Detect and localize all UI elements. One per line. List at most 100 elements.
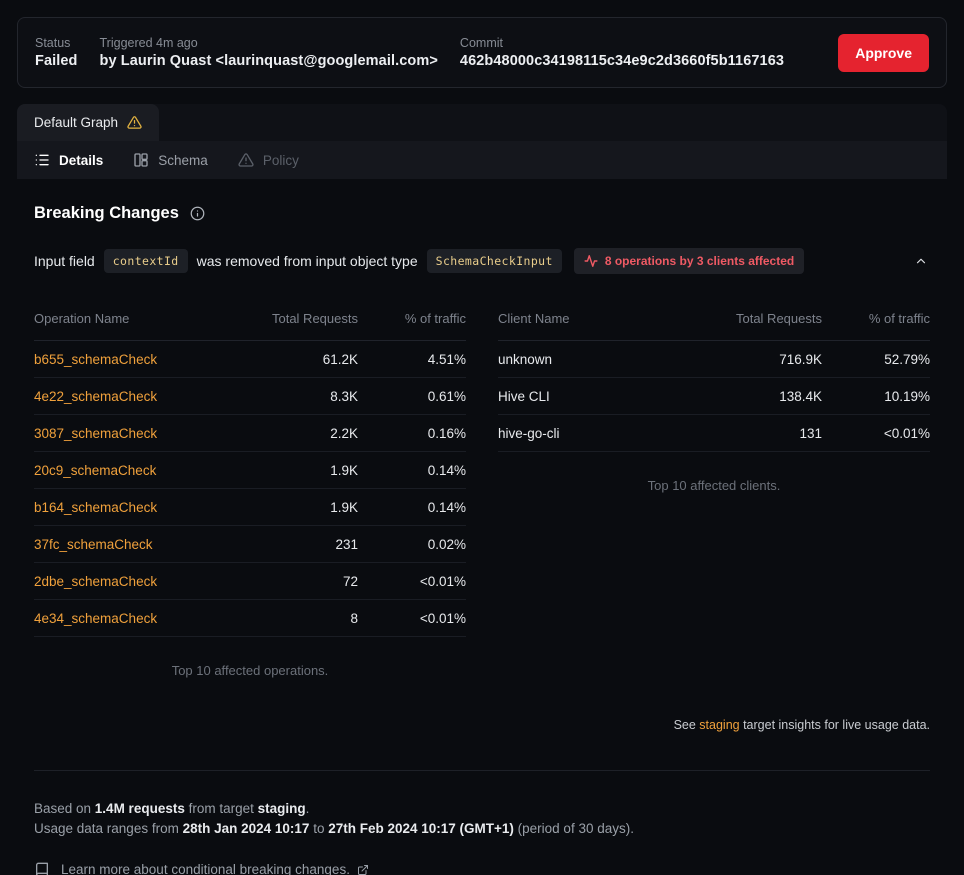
tab-policy-label: Policy: [262, 152, 299, 168]
operations-col-header-requests: Total Requests: [228, 299, 358, 341]
approve-button[interactable]: Approve: [838, 33, 929, 72]
client-name: unknown: [498, 340, 693, 378]
warning-triangle-icon: [127, 115, 142, 130]
content-divider: [34, 770, 930, 771]
operation-traffic: <0.01%: [357, 562, 466, 600]
tab-details[interactable]: Details: [34, 152, 103, 168]
affected-operations-badge: 8 operations by 3 clients affected: [573, 248, 805, 274]
tab-schema-label: Schema: [158, 152, 208, 168]
operation-requests: 1.9K: [228, 488, 358, 526]
operation-link[interactable]: 4e34_schemaCheck: [34, 610, 158, 626]
tab-default-graph[interactable]: Default Graph: [17, 104, 160, 141]
check-panel: Default Graph Details Schema: [17, 104, 947, 875]
table-row: hive-go-cli 131 <0.01%: [498, 414, 930, 452]
operation-link[interactable]: 2dbe_schemaCheck: [34, 573, 158, 589]
graph-tab-label: Default Graph: [34, 115, 119, 130]
usage-footer: Based on 1.4M requests from target stagi…: [34, 799, 930, 875]
operation-link[interactable]: b655_schemaCheck: [34, 351, 158, 367]
affected-tables: Operation Name Total Requests % of traff…: [34, 299, 930, 678]
info-icon[interactable]: [190, 206, 205, 221]
operations-table: Operation Name Total Requests % of traff…: [34, 299, 466, 637]
details-content: Breaking Changes Input field contextId w…: [17, 204, 947, 875]
warning-triangle-icon: [238, 152, 254, 168]
table-row: b164_schemaCheck 1.9K 0.14%: [34, 488, 466, 526]
operation-traffic: 0.16%: [357, 414, 466, 452]
operation-requests: 72: [228, 562, 358, 600]
breaking-changes-title: Breaking Changes: [34, 204, 179, 222]
operation-traffic: <0.01%: [357, 599, 466, 637]
client-requests: 131: [692, 414, 822, 452]
based-on-line: Based on 1.4M requests from target stagi…: [34, 799, 930, 819]
chevron-up-icon: [914, 254, 928, 268]
staging-insights-link[interactable]: staging: [699, 718, 740, 732]
request-count: 1.4M requests: [94, 801, 185, 816]
clients-col-header-requests: Total Requests: [692, 299, 822, 341]
operation-traffic: 0.14%: [357, 451, 466, 489]
based-on-text: Based on: [34, 801, 95, 816]
operation-traffic: 0.61%: [357, 377, 466, 415]
table-row: 3087_schemaCheck 2.2K 0.16%: [34, 414, 466, 452]
change-text-prefix: Input field: [34, 253, 95, 269]
table-row: b655_schemaCheck 61.2K 4.51%: [34, 340, 466, 378]
operation-traffic: 0.02%: [357, 525, 466, 563]
operation-requests: 8: [228, 599, 358, 637]
commit-label: Commit: [459, 36, 503, 50]
triggered-author: by Laurin Quast <laurinquast@googlemail.…: [99, 53, 438, 69]
operations-column: Operation Name Total Requests % of traff…: [34, 299, 466, 678]
commit-hash: 462b48000c34198115c34e9c2d3660f5b1167163: [459, 53, 785, 69]
tab-details-label: Details: [59, 152, 104, 168]
range-end-date: 27th Feb 2024 10:17 (GMT+1): [328, 821, 514, 836]
client-traffic: 52.79%: [821, 340, 930, 378]
operation-requests: 231: [228, 525, 358, 563]
operation-link[interactable]: 3087_schemaCheck: [34, 425, 158, 441]
operation-link[interactable]: 20c9_schemaCheck: [34, 462, 157, 478]
status-value: Failed: [35, 53, 78, 69]
check-header: Status Failed Triggered 4m ago by Laurin…: [17, 17, 947, 88]
affected-badge-label: 8 operations by 3 clients affected: [604, 254, 795, 268]
triggered-label: Triggered 4m ago: [99, 36, 198, 50]
operation-requests: 1.9K: [228, 451, 358, 489]
usage-range-text: Usage data ranges from: [34, 821, 183, 836]
client-name: hive-go-cli: [498, 414, 693, 452]
tab-policy[interactable]: Policy: [238, 152, 299, 168]
collapse-button[interactable]: [912, 252, 930, 270]
book-icon: [34, 862, 50, 875]
operation-traffic: 4.51%: [357, 340, 466, 378]
tab-schema[interactable]: Schema: [133, 152, 208, 168]
table-row: 4e22_schemaCheck 8.3K 0.61%: [34, 377, 466, 415]
learn-more-label: Learn more about conditional breaking ch…: [61, 862, 350, 875]
insights-hint-suffix: target insights for live usage data.: [739, 718, 930, 732]
target-name: staging: [257, 801, 306, 816]
operation-link[interactable]: 37fc_schemaCheck: [34, 536, 153, 552]
based-on-text: from target: [184, 801, 258, 816]
clients-col-header-traffic: % of traffic: [821, 299, 930, 341]
client-requests: 138.4K: [692, 377, 822, 415]
list-icon: [34, 152, 50, 168]
operations-caption: Top 10 affected operations.: [171, 663, 329, 678]
type-code-badge: SchemaCheckInput: [426, 249, 562, 273]
clients-column: Client Name Total Requests % of traffic …: [498, 299, 930, 493]
activity-pulse-icon: [584, 254, 598, 268]
table-row: unknown 716.9K 52.79%: [498, 340, 930, 378]
operation-link[interactable]: b164_schemaCheck: [34, 499, 158, 515]
graph-tab-bar: Default Graph: [17, 104, 947, 141]
client-name: Hive CLI: [498, 377, 693, 415]
external-link-icon: [357, 864, 369, 875]
table-row: 37fc_schemaCheck 231 0.02%: [34, 525, 466, 563]
field-code-badge: contextId: [103, 249, 188, 273]
table-row: 20c9_schemaCheck 1.9K 0.14%: [34, 451, 466, 489]
client-traffic: 10.19%: [821, 377, 930, 415]
operations-col-header-traffic: % of traffic: [357, 299, 466, 341]
columns-icon: [133, 152, 149, 168]
breaking-change-row: Input field contextId was removed from i…: [34, 248, 930, 274]
table-header-row: Client Name Total Requests % of traffic: [498, 299, 930, 341]
operation-requests: 61.2K: [228, 340, 358, 378]
range-start-date: 28th Jan 2024 10:17: [182, 821, 310, 836]
learn-more-link[interactable]: Learn more about conditional breaking ch…: [34, 860, 930, 875]
operation-link[interactable]: 4e22_schemaCheck: [34, 388, 158, 404]
table-row: 2dbe_schemaCheck 72 <0.01%: [34, 562, 466, 600]
table-row: 4e34_schemaCheck 8 <0.01%: [34, 599, 466, 637]
clients-table: Client Name Total Requests % of traffic …: [498, 299, 930, 452]
clients-caption: Top 10 affected clients.: [647, 478, 781, 493]
